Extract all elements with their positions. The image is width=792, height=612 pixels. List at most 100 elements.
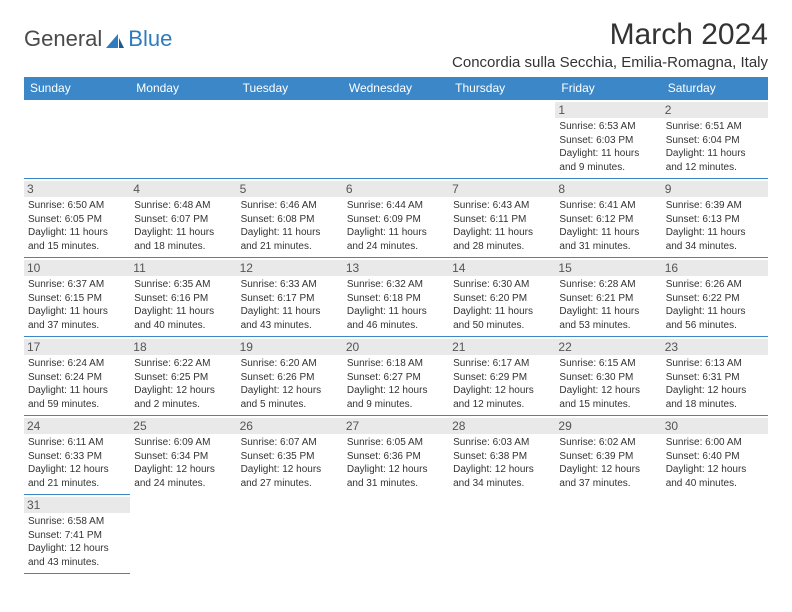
day-number: 31 [24, 497, 130, 513]
calendar-cell: 11Sunrise: 6:35 AMSunset: 6:16 PMDayligh… [130, 258, 236, 337]
day-info: Sunrise: 6:39 AMSunset: 6:13 PMDaylight:… [666, 199, 764, 253]
day-number: 29 [555, 418, 661, 434]
calendar-cell [449, 495, 555, 574]
calendar-cell: 30Sunrise: 6:00 AMSunset: 6:40 PMDayligh… [662, 416, 768, 495]
day-number: 2 [662, 102, 768, 118]
calendar-cell: 15Sunrise: 6:28 AMSunset: 6:21 PMDayligh… [555, 258, 661, 337]
day-info: Sunrise: 6:20 AMSunset: 6:26 PMDaylight:… [241, 357, 339, 411]
calendar-cell: 31 Sunrise: 6:58 AMSunset: 7:41 PMDayligh… [24, 495, 130, 574]
calendar-week-row: 10 Sunrise: 6:37 AMSunset: 6:15 PMDayligh… [24, 258, 768, 337]
weekday-header: Sunday [24, 77, 130, 100]
sail-icon [104, 30, 126, 48]
day-info: Sunrise: 6:35 AMSunset: 6:16 PMDaylight:… [134, 278, 232, 332]
calendar-week-row: 31 Sunrise: 6:58 AMSunset: 7:41 PMDayligh… [24, 495, 768, 574]
calendar-cell: 2 Sunrise: 6:51 AMSunset: 6:04 PMDaylight… [662, 100, 768, 179]
calendar-cell [555, 495, 661, 574]
header: General Blue March 2024 Concordia sulla … [24, 18, 768, 71]
title-block: March 2024 Concordia sulla Secchia, Emil… [452, 18, 768, 71]
calendar-cell: 3 Sunrise: 6:50 AMSunset: 6:05 PMDaylight… [24, 179, 130, 258]
day-info: Sunrise: 6:13 AMSunset: 6:31 PMDaylight:… [666, 357, 764, 411]
day-number: 7 [449, 181, 555, 197]
calendar-cell: 26Sunrise: 6:07 AMSunset: 6:35 PMDayligh… [237, 416, 343, 495]
day-info: Sunrise: 6:51 AMSunset: 6:04 PMDaylight:… [666, 120, 764, 174]
day-info: Sunrise: 6:53 AMSunset: 6:03 PMDaylight:… [559, 120, 657, 174]
weekday-header: Saturday [662, 77, 768, 100]
weekday-header-row: SundayMondayTuesdayWednesdayThursdayFrid… [24, 77, 768, 100]
day-number: 17 [24, 339, 130, 355]
weekday-header: Tuesday [237, 77, 343, 100]
calendar-cell: 8 Sunrise: 6:41 AMSunset: 6:12 PMDaylight… [555, 179, 661, 258]
day-info: Sunrise: 6:33 AMSunset: 6:17 PMDaylight:… [241, 278, 339, 332]
day-number: 24 [24, 418, 130, 434]
day-info: Sunrise: 6:48 AMSunset: 6:07 PMDaylight:… [134, 199, 232, 253]
day-number: 6 [343, 181, 449, 197]
day-number: 8 [555, 181, 661, 197]
day-info: Sunrise: 6:26 AMSunset: 6:22 PMDaylight:… [666, 278, 764, 332]
calendar-cell: 22Sunrise: 6:15 AMSunset: 6:30 PMDayligh… [555, 337, 661, 416]
day-info: Sunrise: 6:44 AMSunset: 6:09 PMDaylight:… [347, 199, 445, 253]
day-info: Sunrise: 6:18 AMSunset: 6:27 PMDaylight:… [347, 357, 445, 411]
calendar-cell: 17 Sunrise: 6:24 AMSunset: 6:24 PMDayligh… [24, 337, 130, 416]
calendar-body: 1 Sunrise: 6:53 AMSunset: 6:03 PMDaylight… [24, 100, 768, 574]
day-info: Sunrise: 6:58 AMSunset: 7:41 PMDaylight:… [28, 515, 126, 569]
day-number: 20 [343, 339, 449, 355]
day-info: Sunrise: 6:41 AMSunset: 6:12 PMDaylight:… [559, 199, 657, 253]
day-number: 14 [449, 260, 555, 276]
day-number: 30 [662, 418, 768, 434]
calendar-cell: 7 Sunrise: 6:43 AMSunset: 6:11 PMDaylight… [449, 179, 555, 258]
calendar-week-row: 17 Sunrise: 6:24 AMSunset: 6:24 PMDayligh… [24, 337, 768, 416]
day-number: 26 [237, 418, 343, 434]
day-info: Sunrise: 6:17 AMSunset: 6:29 PMDaylight:… [453, 357, 551, 411]
day-number: 16 [662, 260, 768, 276]
day-number: 23 [662, 339, 768, 355]
calendar-cell: 29 Sunrise: 6:02 AMSunset: 6:39 PMDayligh… [555, 416, 661, 495]
calendar-cell [449, 100, 555, 179]
calendar-cell: 19Sunrise: 6:20 AMSunset: 6:26 PMDayligh… [237, 337, 343, 416]
day-number: 28 [449, 418, 555, 434]
day-number: 3 [24, 181, 130, 197]
day-info: Sunrise: 6:11 AMSunset: 6:33 PMDaylight:… [28, 436, 126, 490]
day-info: Sunrise: 6:30 AMSunset: 6:20 PMDaylight:… [453, 278, 551, 332]
day-info: Sunrise: 6:22 AMSunset: 6:25 PMDaylight:… [134, 357, 232, 411]
calendar-cell: 1 Sunrise: 6:53 AMSunset: 6:03 PMDaylight… [555, 100, 661, 179]
day-number: 22 [555, 339, 661, 355]
calendar-cell: 23 Sunrise: 6:13 AMSunset: 6:31 PMDayligh… [662, 337, 768, 416]
calendar-cell [237, 495, 343, 574]
calendar-cell: 4 Sunrise: 6:48 AMSunset: 6:07 PMDaylight… [130, 179, 236, 258]
day-info: Sunrise: 6:32 AMSunset: 6:18 PMDaylight:… [347, 278, 445, 332]
day-number: 25 [130, 418, 236, 434]
calendar-cell: 12Sunrise: 6:33 AMSunset: 6:17 PMDayligh… [237, 258, 343, 337]
weekday-header: Monday [130, 77, 236, 100]
logo-text-1: General [24, 26, 102, 52]
weekday-header: Thursday [449, 77, 555, 100]
day-number: 4 [130, 181, 236, 197]
day-info: Sunrise: 6:46 AMSunset: 6:08 PMDaylight:… [241, 199, 339, 253]
day-info: Sunrise: 6:09 AMSunset: 6:34 PMDaylight:… [134, 436, 232, 490]
day-info: Sunrise: 6:24 AMSunset: 6:24 PMDaylight:… [28, 357, 126, 411]
day-info: Sunrise: 6:28 AMSunset: 6:21 PMDaylight:… [559, 278, 657, 332]
calendar-cell: 28Sunrise: 6:03 AMSunset: 6:38 PMDayligh… [449, 416, 555, 495]
logo: General Blue [24, 18, 172, 52]
calendar-week-row: 1 Sunrise: 6:53 AMSunset: 6:03 PMDaylight… [24, 100, 768, 179]
day-number: 1 [555, 102, 661, 118]
calendar-cell: 13 Sunrise: 6:32 AMSunset: 6:18 PMDayligh… [343, 258, 449, 337]
page-title: March 2024 [452, 18, 768, 52]
calendar-cell: 27 Sunrise: 6:05 AMSunset: 6:36 PMDayligh… [343, 416, 449, 495]
day-info: Sunrise: 6:43 AMSunset: 6:11 PMDaylight:… [453, 199, 551, 253]
calendar-cell: 20 Sunrise: 6:18 AMSunset: 6:27 PMDayligh… [343, 337, 449, 416]
calendar-cell: 21Sunrise: 6:17 AMSunset: 6:29 PMDayligh… [449, 337, 555, 416]
day-number: 18 [130, 339, 236, 355]
calendar-cell: 5Sunrise: 6:46 AMSunset: 6:08 PMDaylight… [237, 179, 343, 258]
calendar-cell: 14 Sunrise: 6:30 AMSunset: 6:20 PMDayligh… [449, 258, 555, 337]
day-number: 10 [24, 260, 130, 276]
day-number: 13 [343, 260, 449, 276]
calendar-cell [24, 100, 130, 179]
day-info: Sunrise: 6:50 AMSunset: 6:05 PMDaylight:… [28, 199, 126, 253]
day-number: 27 [343, 418, 449, 434]
calendar-cell [343, 100, 449, 179]
calendar-cell: 6 Sunrise: 6:44 AMSunset: 6:09 PMDaylight… [343, 179, 449, 258]
day-info: Sunrise: 6:37 AMSunset: 6:15 PMDaylight:… [28, 278, 126, 332]
calendar-cell: 9Sunrise: 6:39 AMSunset: 6:13 PMDaylight… [662, 179, 768, 258]
day-info: Sunrise: 6:02 AMSunset: 6:39 PMDaylight:… [559, 436, 657, 490]
day-info: Sunrise: 6:05 AMSunset: 6:36 PMDaylight:… [347, 436, 445, 490]
